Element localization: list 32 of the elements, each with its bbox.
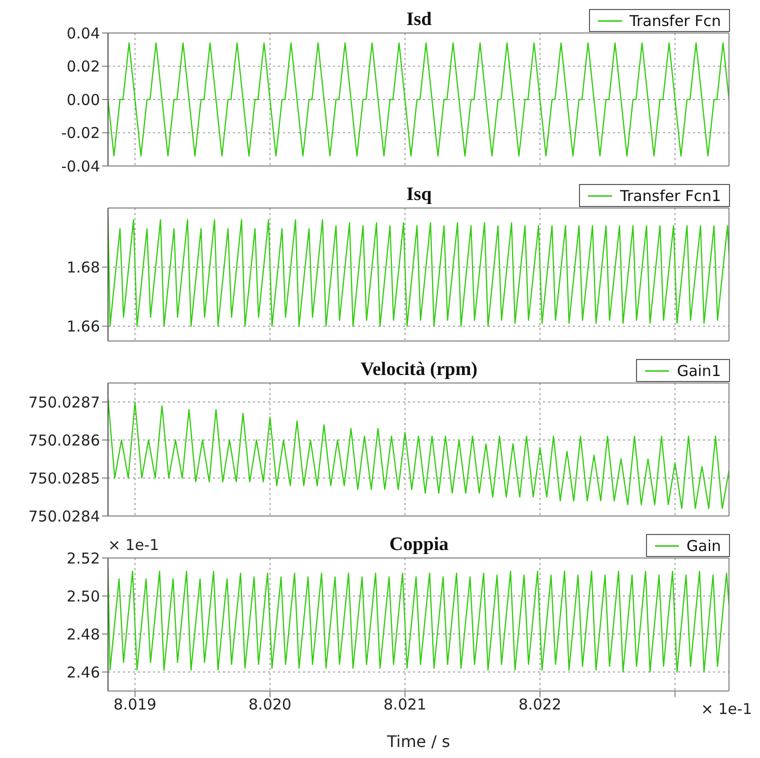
chart-title: Coppia	[389, 534, 449, 555]
chart-title: Velocità (rpm)	[360, 359, 478, 380]
y-tick-label: 750.0286	[28, 431, 100, 450]
text: × 1e-1	[700, 699, 752, 719]
y-tick-label: 1.66	[66, 318, 100, 336]
y-tick-label: 2.46	[66, 663, 100, 682]
y-tick-label: 750.0284	[28, 507, 100, 526]
y-tick-label: 750.0285	[28, 469, 100, 488]
y-tick-label: 0.00	[66, 90, 100, 109]
legend-label: Gain1	[676, 362, 721, 380]
y-tick-label: -0.02	[61, 124, 100, 142]
y-tick-label: 1.68	[66, 258, 100, 276]
x-tick-label: 8.022	[518, 696, 562, 714]
text: × 1e-1	[108, 535, 160, 555]
y-tick-label: 0.02	[66, 58, 100, 76]
legend-label: Gain	[686, 536, 721, 554]
y-tick-label: 0.04	[66, 24, 100, 42]
chart-title: Isq	[406, 184, 432, 205]
y-tick-label: 2.50	[66, 587, 100, 606]
line-series	[108, 568, 729, 673]
y-tick-label: 2.52	[66, 549, 100, 568]
y-tick-label: 2.48	[66, 625, 100, 644]
x-axis-title: Time / s	[386, 732, 450, 751]
y-tick-label: 750.0287	[28, 393, 100, 412]
chart-title: Isd	[406, 9, 432, 30]
x-tick-label: 8.019	[114, 696, 156, 714]
legend-label: Transfer Fcn1	[620, 186, 721, 204]
legend-label: Transfer Fcn	[630, 12, 721, 30]
line-series	[108, 398, 729, 509]
y-tick-label: -0.04	[61, 157, 100, 176]
x-tick-label: 8.021	[384, 696, 426, 714]
x-tick-label: 8.020	[248, 696, 292, 714]
